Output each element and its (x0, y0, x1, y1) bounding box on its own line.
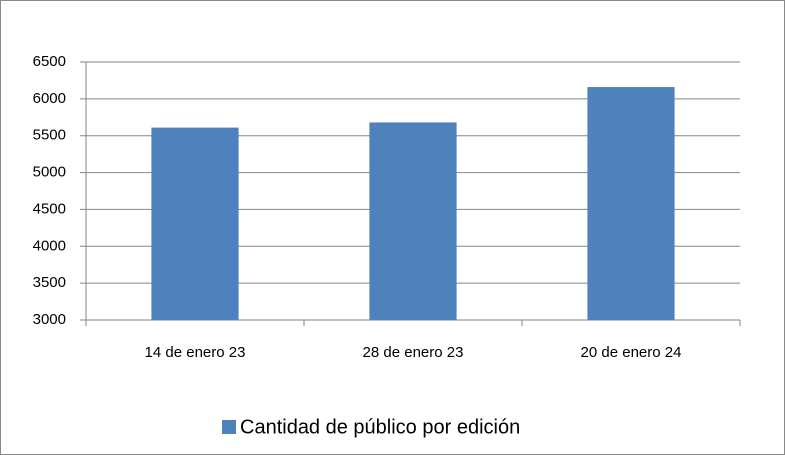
y-tick-label: 4000 (33, 237, 66, 254)
y-tick-label: 4500 (33, 200, 66, 217)
legend-swatch (222, 420, 236, 434)
y-tick-label: 5500 (33, 127, 66, 144)
y-tick-label: 3500 (33, 274, 66, 291)
y-tick-label: 6000 (33, 90, 66, 107)
legend-text: Cantidad de público por edición (240, 416, 520, 438)
y-tick-label: 5000 (33, 164, 66, 181)
y-tick-label: 6500 (33, 53, 66, 70)
x-tick-label: 14 de enero 23 (145, 344, 246, 361)
bar (587, 87, 675, 320)
x-tick-label: 28 de enero 23 (363, 344, 464, 361)
bar (369, 122, 457, 321)
bar (151, 127, 239, 320)
y-tick-label: 3000 (33, 311, 66, 328)
x-tick-label: 20 de enero 24 (581, 344, 682, 361)
